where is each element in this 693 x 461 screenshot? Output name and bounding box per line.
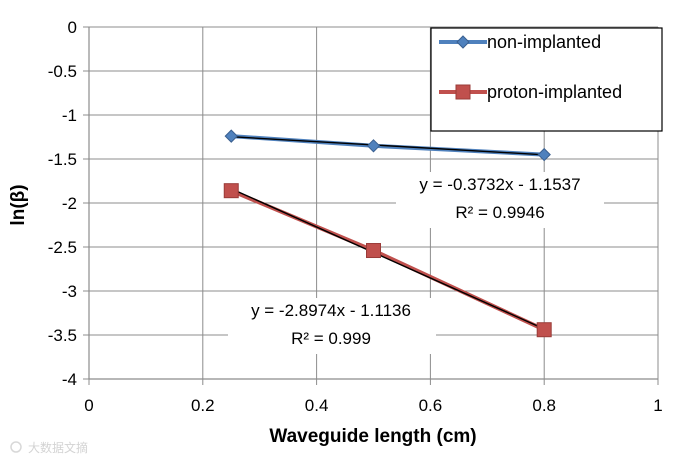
series-non-implanted	[224, 129, 551, 162]
y-tick-label: -3	[62, 282, 77, 301]
y-tick-label: -0.5	[48, 62, 77, 81]
legend-label: proton-implanted	[487, 82, 622, 102]
x-tick-label: 0	[84, 396, 93, 415]
trendline-equation: y = -0.3732x - 1.1537	[419, 175, 580, 194]
series-layer	[223, 129, 552, 338]
y-tick-label: -1	[62, 106, 77, 125]
annotation-background	[396, 172, 604, 228]
trendline	[231, 136, 545, 156]
x-axis-title: Waveguide length (cm)	[269, 426, 476, 447]
series-proton-implanted	[223, 183, 552, 338]
x-tick-label: 0.8	[532, 396, 556, 415]
trendline-equation: y = -2.8974x - 1.1136	[251, 301, 411, 320]
data-point	[537, 147, 551, 162]
axes	[83, 26, 659, 385]
x-tick-label: 0.6	[419, 396, 443, 415]
trendline-r-squared: R² = 0.9946	[455, 203, 544, 222]
watermark: 大数据文摘	[10, 440, 88, 455]
trendline	[230, 188, 545, 330]
legend-box	[430, 27, 663, 132]
legend: non-implanted proton-implanted	[430, 27, 663, 132]
y-tick-label: -2	[62, 194, 77, 213]
x-tick-label: 0.2	[191, 396, 215, 415]
y-tick-label: 0	[68, 18, 77, 37]
data-point	[224, 129, 238, 143]
data-point	[223, 183, 239, 199]
y-tick-label: -4	[62, 370, 77, 389]
y-tick-label: -3.5	[48, 326, 77, 345]
x-tick-label: 0.4	[305, 396, 329, 415]
legend-entry-non-implanted: non-implanted	[439, 32, 601, 52]
legend-label: non-implanted	[487, 32, 601, 52]
data-point	[536, 322, 552, 338]
trendline-annotation-non-implanted: y = -0.3732x - 1.1537 R² = 0.9946	[396, 172, 604, 228]
data-point	[366, 243, 381, 259]
y-axis-title: ln(β)	[8, 184, 29, 225]
watermark-text: 大数据文摘	[28, 440, 88, 455]
annotations: y = -0.3732x - 1.1537 R² = 0.9946 y = -2.8…	[228, 172, 604, 354]
legend-entry-proton-implanted: proton-implanted	[439, 82, 622, 102]
legend-marker	[455, 84, 471, 100]
y-tick-label: -1.5	[48, 150, 77, 169]
data-point	[366, 139, 381, 153]
watermark-logo-icon	[10, 441, 22, 453]
x-tick-label: 1	[653, 396, 662, 415]
y-tick-label: -2.5	[48, 238, 77, 257]
tick-labels: 0 -0.5 -1 -1.5 -2 -2.5 -3 -3.5 -4 0 0.2 0.4 0.6 0.8 1	[48, 18, 663, 415]
annotation-background	[228, 298, 436, 354]
trendline-r-squared: R² = 0.999	[291, 329, 371, 348]
legend-marker	[456, 35, 470, 49]
trendline-annotation-proton-implanted: y = -2.8974x - 1.1136 R² = 0.999	[228, 298, 436, 354]
